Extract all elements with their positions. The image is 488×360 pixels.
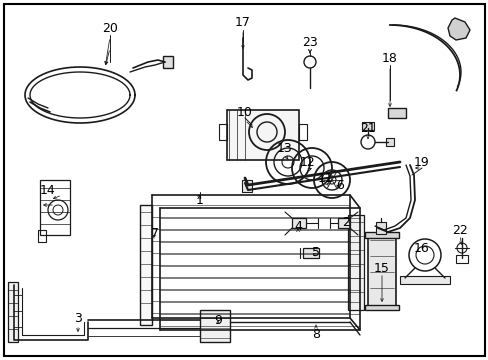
Bar xyxy=(455,255,467,263)
Text: 18: 18 xyxy=(381,51,397,64)
Bar xyxy=(387,108,405,118)
Text: 17: 17 xyxy=(235,15,250,28)
Text: 3: 3 xyxy=(74,311,82,324)
Text: 8: 8 xyxy=(311,328,319,342)
Text: 11: 11 xyxy=(318,171,333,185)
Text: 23: 23 xyxy=(302,36,317,49)
Text: 7: 7 xyxy=(151,226,159,239)
Bar xyxy=(303,248,318,258)
Bar xyxy=(163,56,173,68)
Bar xyxy=(361,122,373,130)
Bar xyxy=(8,282,18,342)
Bar xyxy=(364,232,398,238)
Text: 2: 2 xyxy=(342,216,349,229)
Bar xyxy=(242,180,251,192)
Bar xyxy=(291,218,305,228)
Bar xyxy=(399,276,449,284)
Bar xyxy=(200,310,229,342)
Bar xyxy=(367,235,395,307)
Text: 9: 9 xyxy=(214,314,222,327)
Text: 14: 14 xyxy=(40,184,56,197)
Text: 16: 16 xyxy=(413,242,429,255)
Text: 19: 19 xyxy=(413,156,429,168)
Text: 5: 5 xyxy=(311,246,319,258)
Text: 10: 10 xyxy=(237,105,252,118)
Bar xyxy=(347,215,363,310)
Text: 13: 13 xyxy=(277,141,292,154)
Bar xyxy=(140,205,152,325)
Bar xyxy=(364,305,398,310)
Text: 20: 20 xyxy=(102,22,118,35)
Bar xyxy=(40,180,70,235)
Bar xyxy=(219,124,226,140)
Text: 1: 1 xyxy=(196,194,203,207)
Polygon shape xyxy=(447,18,469,40)
Bar xyxy=(298,124,306,140)
Bar xyxy=(226,110,298,160)
Bar xyxy=(375,222,385,234)
Text: 12: 12 xyxy=(300,156,315,168)
Bar xyxy=(385,138,393,146)
Bar xyxy=(38,230,46,242)
Bar xyxy=(337,218,349,228)
Text: 22: 22 xyxy=(451,224,467,237)
Text: 15: 15 xyxy=(373,261,389,274)
Text: 21: 21 xyxy=(359,122,375,135)
Text: 4: 4 xyxy=(293,220,301,233)
Text: 6: 6 xyxy=(335,179,343,192)
